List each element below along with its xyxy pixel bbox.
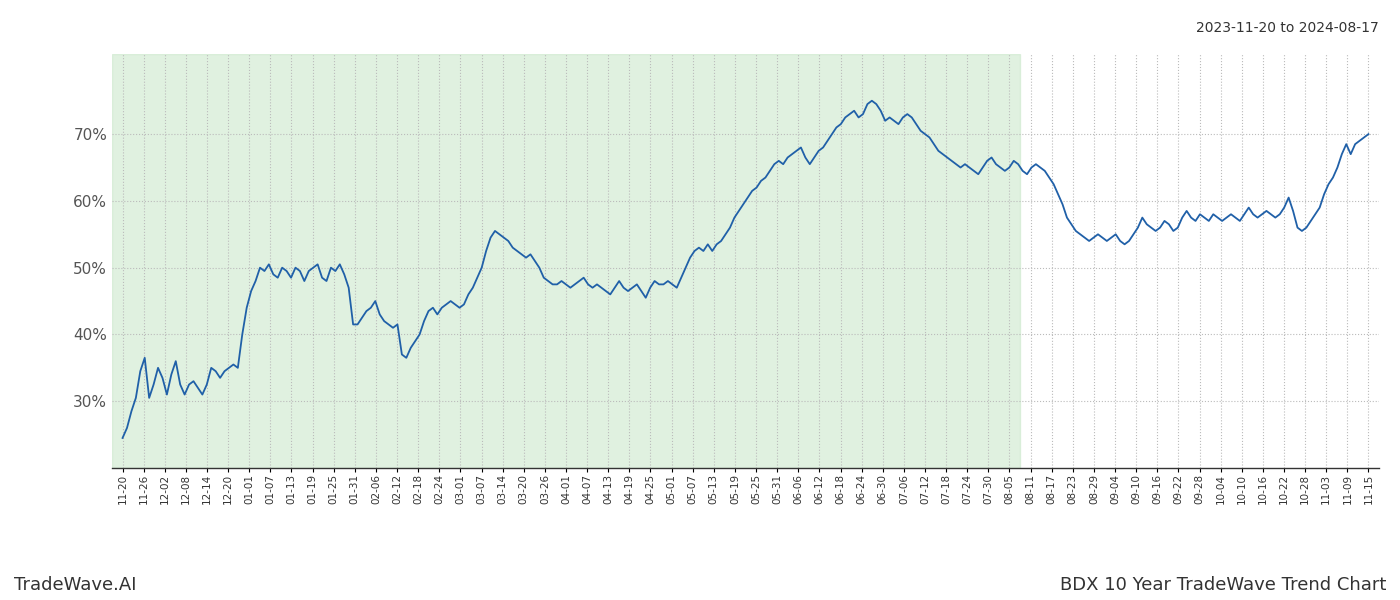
- Bar: [112, 54, 1021, 468]
- Text: TradeWave.AI: TradeWave.AI: [14, 576, 137, 594]
- Text: 2023-11-20 to 2024-08-17: 2023-11-20 to 2024-08-17: [1196, 21, 1379, 35]
- Text: BDX 10 Year TradeWave Trend Chart: BDX 10 Year TradeWave Trend Chart: [1060, 576, 1386, 594]
